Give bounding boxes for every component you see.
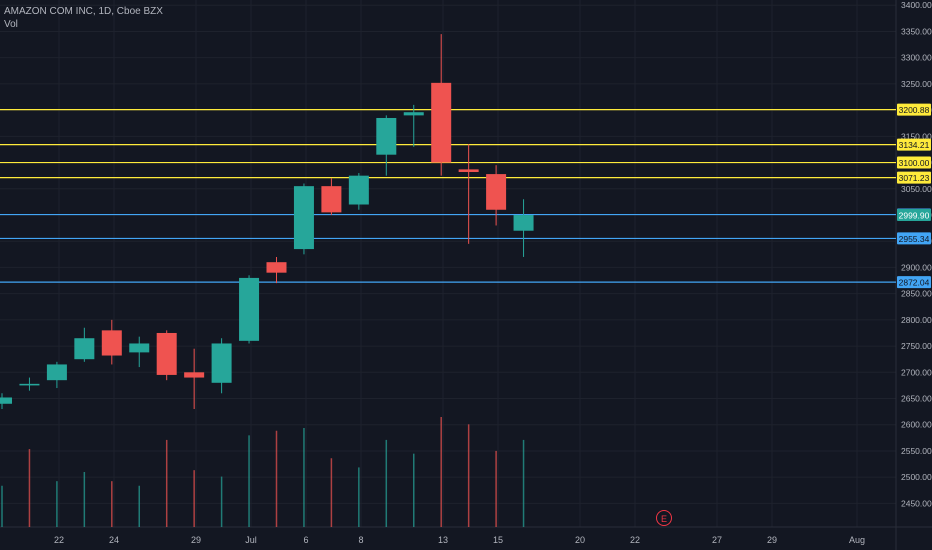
- volume-bar: [220, 476, 223, 527]
- volume-bar: [138, 485, 140, 527]
- y-tick-label: 3400.00: [901, 0, 932, 10]
- x-tick-label: 27: [712, 535, 722, 545]
- y-tick-label: 2850.00: [901, 289, 932, 299]
- price-level-tag: 3071.23: [899, 173, 930, 183]
- volume-bar: [165, 439, 168, 527]
- y-tick-label: 2650.00: [901, 394, 932, 404]
- volume-bar: [413, 453, 415, 527]
- candle-body: [156, 332, 177, 375]
- candle-body: [513, 215, 534, 231]
- volume-bar: [83, 472, 86, 527]
- x-tick-label: 29: [191, 535, 201, 545]
- price-level-tag-bg: [897, 156, 931, 169]
- price-level-tag: 2872.04: [899, 278, 930, 288]
- candle-body: [74, 338, 95, 360]
- x-tick-label: 20: [575, 535, 585, 545]
- price-level-tag: 2955.34: [899, 234, 930, 244]
- price-level-tag: 3200.88: [899, 105, 930, 115]
- volume-bar: [248, 435, 250, 527]
- volume-bar: [56, 481, 58, 527]
- price-level-tag-bg: [897, 276, 931, 289]
- candle-body: [431, 82, 452, 163]
- x-tick-label: Aug: [849, 535, 865, 545]
- y-tick-label: 2900.00: [901, 262, 932, 272]
- x-tick-label: 8: [358, 535, 363, 545]
- y-tick-label: 2550.00: [901, 446, 932, 456]
- volume-bar: [193, 470, 195, 527]
- y-tick-label: 3350.00: [901, 26, 932, 36]
- price-level-tag: 3100.00: [899, 158, 930, 168]
- candle-body: [211, 343, 232, 383]
- candle-body: [19, 383, 40, 386]
- candle-body: [486, 174, 507, 210]
- candle-body: [293, 186, 314, 250]
- x-tick-label: 29: [767, 535, 777, 545]
- price-level-tag-bg: [897, 138, 931, 151]
- x-tick-label: 6: [303, 535, 308, 545]
- volume-bar: [440, 417, 442, 527]
- volume-bar: [1, 485, 3, 527]
- y-tick-label: 3150.00: [901, 131, 932, 141]
- x-tick-label: 15: [493, 535, 503, 545]
- y-tick-label: 3300.00: [901, 53, 932, 63]
- y-tick-label: 2800.00: [901, 315, 932, 325]
- candle-body: [266, 262, 287, 273]
- volume-bar: [495, 450, 497, 527]
- candle-body: [376, 117, 397, 155]
- current-price-tag: 2999.90: [899, 211, 930, 221]
- x-tick-label: 24: [109, 535, 119, 545]
- y-tick-label: 2750.00: [901, 341, 932, 351]
- price-level-tag: 3134.21: [899, 140, 930, 150]
- x-tick-label: 22: [630, 535, 640, 545]
- candle-body: [348, 175, 369, 205]
- volume-bar: [111, 481, 113, 527]
- volume-bar: [28, 449, 31, 527]
- volume-bar: [522, 439, 525, 527]
- volume-bar: [358, 467, 360, 527]
- price-level-tag-bg: [897, 103, 931, 116]
- x-tick-label: 13: [438, 535, 448, 545]
- candle-body: [0, 397, 12, 404]
- y-tick-label: 2450.00: [901, 498, 932, 508]
- volume-indicator-label: Vol: [4, 19, 18, 30]
- candle-body: [403, 112, 424, 116]
- price-level-tag-bg: [897, 171, 931, 184]
- y-tick-label: 2500.00: [901, 472, 932, 482]
- y-tick-label: 2600.00: [901, 420, 932, 430]
- volume-bar: [303, 428, 305, 527]
- y-tick-label: 2700.00: [901, 367, 932, 377]
- volume-bar: [467, 424, 470, 527]
- volume-bar: [385, 439, 388, 527]
- y-tick-label: 3050.00: [901, 184, 932, 194]
- earnings-marker-icon[interactable]: E: [656, 510, 672, 526]
- price-level-tag-bg: [897, 232, 931, 245]
- candle-body: [129, 343, 150, 353]
- candle-body: [101, 330, 122, 356]
- symbol-title: AMAZON COM INC, 1D, Cboe BZX: [4, 6, 163, 17]
- candle-body: [46, 364, 67, 381]
- current-price-tag-bg: [897, 209, 931, 222]
- candle-body: [458, 169, 479, 172]
- candle-body: [321, 186, 342, 213]
- candle-body: [184, 372, 205, 378]
- volume-bar: [330, 458, 333, 527]
- x-tick-label: 22: [54, 535, 64, 545]
- y-tick-label: 3250.00: [901, 79, 932, 89]
- volume-bar: [275, 430, 278, 527]
- x-tick-label: Jul: [245, 535, 257, 545]
- candle-body: [239, 277, 260, 341]
